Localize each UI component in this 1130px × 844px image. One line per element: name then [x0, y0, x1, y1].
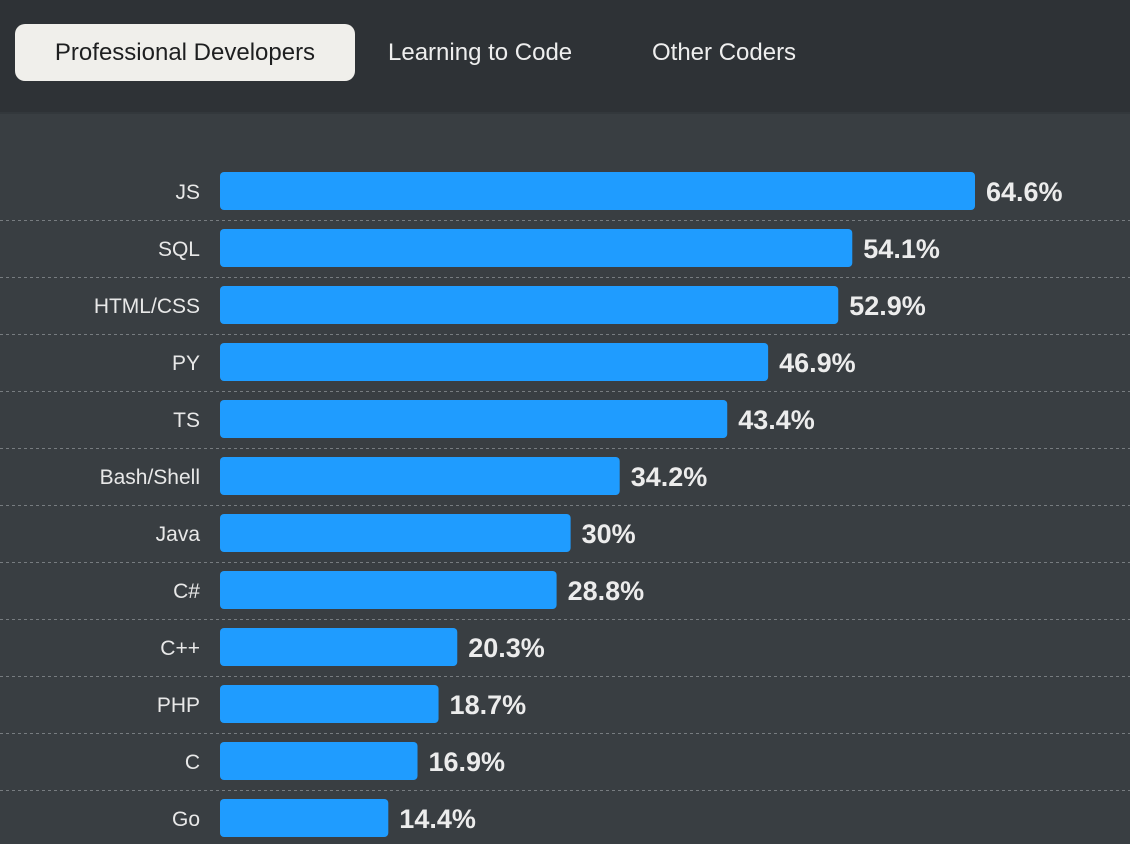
tab-professional-developers[interactable]: Professional Developers: [15, 24, 355, 81]
category-label: JS: [175, 181, 200, 204]
value-label: 18.7%: [450, 690, 527, 720]
value-label: 64.6%: [986, 177, 1063, 207]
bar-3[interactable]: [220, 343, 769, 381]
category-label: SQL: [158, 238, 200, 261]
bar-chart: JS 64.6% SQL 54.1% HTML/CSS 52.9% PY 46.9% TS 43.…: [0, 172, 1130, 837]
category-label: HTML/CSS: [94, 295, 200, 318]
tab-other-coders[interactable]: Other Coders: [652, 39, 797, 66]
bar-7[interactable]: [220, 571, 557, 609]
category-label: PY: [172, 352, 200, 375]
bar-0[interactable]: [220, 172, 975, 210]
bar-10[interactable]: [220, 742, 418, 780]
value-label: 14.4%: [399, 804, 476, 834]
value-label: 20.3%: [468, 633, 545, 663]
category-label: TS: [173, 409, 200, 432]
value-label: 43.4%: [738, 405, 815, 435]
bar-11[interactable]: [220, 799, 389, 837]
category-label: C: [185, 751, 200, 774]
value-label: 28.8%: [568, 576, 645, 606]
value-label: 34.2%: [631, 462, 708, 492]
bar-2[interactable]: [220, 286, 839, 324]
tab-bar: Professional Developers Learning to Code…: [0, 0, 1130, 114]
category-label: C#: [173, 580, 200, 603]
value-label: 54.1%: [863, 234, 940, 264]
bar-9[interactable]: [220, 685, 439, 723]
category-label: Bash/Shell: [100, 466, 200, 489]
category-label: Java: [156, 523, 201, 546]
bar-5[interactable]: [220, 457, 620, 495]
bar-4[interactable]: [220, 400, 728, 438]
value-label: 30%: [582, 519, 636, 549]
value-label: 52.9%: [849, 291, 926, 321]
bar-1[interactable]: [220, 229, 853, 267]
category-label: C++: [160, 637, 200, 660]
value-label: 16.9%: [429, 747, 506, 777]
bar-6[interactable]: [220, 514, 571, 552]
category-label: Go: [172, 808, 200, 831]
bar-8[interactable]: [220, 628, 458, 666]
category-label: PHP: [157, 694, 200, 717]
tab-learning-to-code[interactable]: Learning to Code: [388, 39, 573, 66]
value-label: 46.9%: [779, 348, 856, 378]
